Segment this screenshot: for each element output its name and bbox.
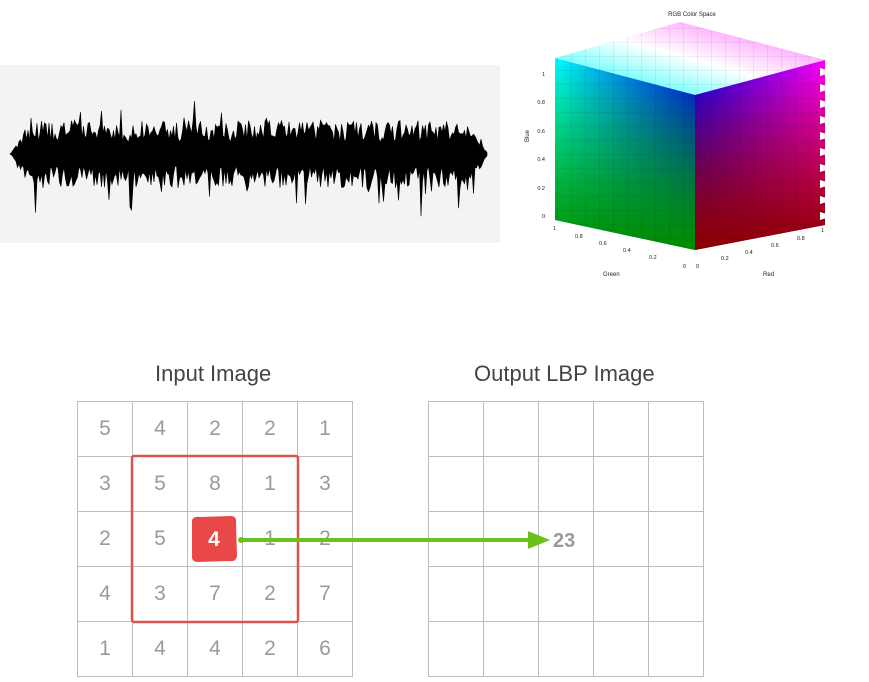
green-tick: 0.2 — [649, 255, 657, 261]
cube-edge-ticks — [820, 68, 833, 220]
grid-row — [428, 456, 704, 512]
grid-cell: 7 — [297, 566, 353, 622]
grid-cell: 4 — [77, 566, 133, 622]
input-image-grid: 5 4 2 2 1 3 5 8 1 3 2 5 1 2 4 3 7 2 7 1 … — [77, 401, 353, 677]
waveform-signal — [9, 100, 488, 217]
green-axis-ticks: 1 0.8 0.6 0.4 0.2 0 — [553, 226, 686, 270]
red-axis-ticks: 0 0.2 0.4 0.6 0.8 1 — [696, 228, 824, 270]
blue-tick: 0.6 — [537, 129, 545, 135]
input-image-title: Input Image — [155, 361, 272, 386]
grid-cell: 3 — [77, 456, 133, 512]
blue-axis-label: Blue — [525, 129, 531, 142]
grid-cell-center — [187, 511, 243, 567]
grid-cell: 3 — [132, 566, 188, 622]
grid-cell: 2 — [77, 511, 133, 567]
green-tick: 0.8 — [575, 234, 583, 240]
grid-cell: 1 — [242, 511, 298, 567]
blue-tick: 0.4 — [537, 157, 545, 163]
red-tick: 0.4 — [745, 250, 753, 256]
grid-row — [428, 511, 704, 567]
grid-cell: 5 — [77, 401, 133, 457]
grid-cell: 4 — [132, 401, 188, 457]
grid-cell: 1 — [297, 401, 353, 457]
green-tick: 1 — [553, 226, 556, 232]
grid-cell: 2 — [242, 401, 298, 457]
grid-cell: 5 — [132, 511, 188, 567]
grid-row: 2 5 1 2 — [77, 511, 353, 567]
grid-cell: 6 — [297, 621, 353, 677]
blue-tick: 0.2 — [537, 186, 545, 192]
grid-row: 3 5 8 1 3 — [77, 456, 353, 512]
audio-waveform-image — [0, 65, 500, 243]
green-axis-label: Green — [603, 272, 620, 278]
cube-title: RGB Color Space — [668, 12, 716, 18]
grid-row: 4 3 7 2 7 — [77, 566, 353, 622]
grid-cell: 4 — [187, 621, 243, 677]
grid-cell: 2 — [242, 566, 298, 622]
grid-cell: 8 — [187, 456, 243, 512]
grid-cell: 1 — [77, 621, 133, 677]
output-lbp-grid — [428, 401, 704, 677]
grid-row — [428, 621, 704, 677]
green-tick: 0.4 — [623, 248, 631, 254]
red-tick: 0.2 — [721, 256, 729, 262]
grid-cell: 3 — [297, 456, 353, 512]
grid-row: 5 4 2 2 1 — [77, 401, 353, 457]
grid-cell: 7 — [187, 566, 243, 622]
blue-tick: 1 — [542, 72, 545, 78]
output-image-title: Output LBP Image — [474, 361, 655, 386]
grid-cell: 5 — [132, 456, 188, 512]
grid-row: 1 4 4 2 6 — [77, 621, 353, 677]
grid-cell: 2 — [297, 511, 353, 567]
blue-tick: 0 — [542, 214, 545, 220]
blue-axis-ticks: 0 0.2 0.4 0.6 0.8 1 — [537, 72, 545, 220]
grid-row — [428, 566, 704, 622]
grid-cell: 2 — [242, 621, 298, 677]
grid-cell: 2 — [187, 401, 243, 457]
red-tick: 0.8 — [797, 236, 805, 242]
rgb-color-cube-image: RGB Color Space Blue 0 — [515, 0, 869, 290]
green-tick: 0.6 — [599, 241, 607, 247]
blue-tick: 0.8 — [537, 100, 545, 106]
red-axis-label: Red — [763, 272, 774, 278]
grid-row — [428, 401, 704, 457]
red-tick: 1 — [821, 228, 824, 234]
red-tick: 0.6 — [771, 243, 779, 249]
grid-cell: 1 — [242, 456, 298, 512]
red-tick: 0 — [696, 264, 699, 270]
green-tick: 0 — [683, 264, 686, 270]
grid-cell: 4 — [132, 621, 188, 677]
